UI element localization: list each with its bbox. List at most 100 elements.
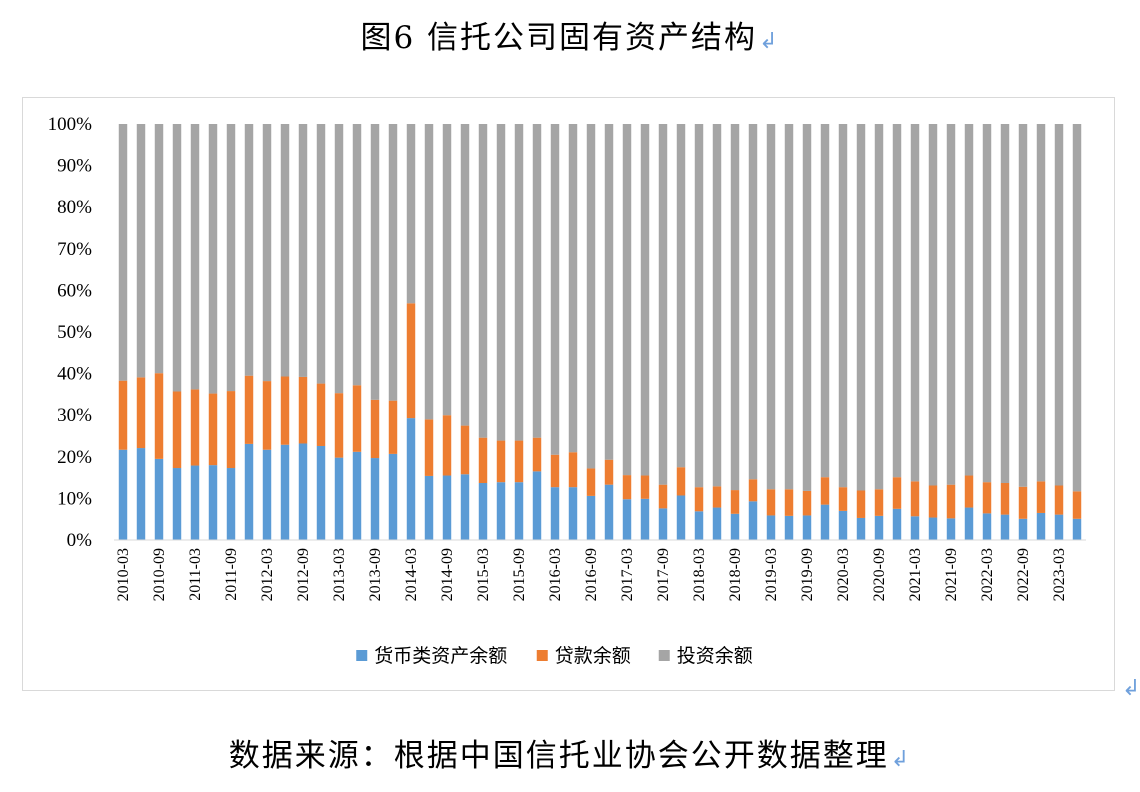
return-mark-icon-source: ↲ xyxy=(890,747,912,772)
bar-segment-money xyxy=(388,453,398,540)
bar-segment-money xyxy=(604,484,614,540)
y-tick-label: 80% xyxy=(57,197,92,218)
bar-segment-loan xyxy=(1018,486,1028,519)
bar-segment-loan xyxy=(190,389,200,466)
bar-segment-loan xyxy=(262,381,272,450)
x-tick-label: 2015-03 xyxy=(475,548,492,601)
bar-segment-money xyxy=(748,501,758,540)
bar-segment-money xyxy=(316,445,326,540)
bar-segment-loan xyxy=(514,440,524,483)
bar-segment-invest xyxy=(802,124,812,491)
bar-segment-money xyxy=(820,504,830,540)
y-tick-label: 60% xyxy=(57,280,92,301)
bar-segment-loan xyxy=(640,475,650,499)
bar-segment-loan xyxy=(298,376,308,444)
bar-segment-money xyxy=(136,448,146,540)
bar-segment-loan xyxy=(802,490,812,516)
bar-segment-invest xyxy=(1018,124,1028,487)
bar-segment-invest xyxy=(172,124,182,392)
bar-segment-loan xyxy=(478,437,488,484)
bar-segment-invest xyxy=(496,124,506,441)
y-tick-label: 10% xyxy=(57,488,92,509)
legend-swatch xyxy=(658,650,670,661)
bar-segment-invest xyxy=(442,124,452,416)
bar-segment-money xyxy=(496,482,506,540)
bar-segment-loan xyxy=(370,399,380,459)
bar-segment-loan xyxy=(820,477,830,505)
bar-segment-money xyxy=(226,468,236,540)
bar-segment-money xyxy=(802,515,812,540)
x-tick-label: 2013-09 xyxy=(367,548,384,601)
bar-segment-invest xyxy=(244,124,254,376)
y-tick-label: 0% xyxy=(67,530,93,551)
y-axis: 0% 10% 20% 30% 40% 50% 60% 70% 80% 90% 100% xyxy=(48,114,93,551)
bar-segment-invest xyxy=(478,124,488,438)
bar-segment-money xyxy=(910,516,920,540)
bar-segment-loan xyxy=(1000,483,1010,515)
bar-segment-invest xyxy=(676,124,686,468)
bar-segment-money xyxy=(1072,518,1082,540)
bar-segment-loan xyxy=(226,391,236,469)
bar-segment-loan xyxy=(568,452,578,488)
bar-segment-money xyxy=(262,449,272,540)
bar-segment-invest xyxy=(532,124,542,438)
x-tick-label: 2013-03 xyxy=(331,548,348,601)
bar-segment-money xyxy=(550,487,560,540)
bar-segment-money xyxy=(172,468,182,540)
bar-segment-loan xyxy=(856,490,866,518)
x-tick-label: 2017-03 xyxy=(619,548,636,601)
bar-segment-money xyxy=(424,475,434,540)
bar-segment-loan xyxy=(208,393,218,466)
data-source-note: 数据来源：根据中国信托业协会公开数据整理↲ xyxy=(0,730,1140,775)
bar-segment-money xyxy=(118,449,128,540)
bar-segment-invest xyxy=(280,124,290,377)
bar-segment-invest xyxy=(838,124,848,488)
bar-segment-money xyxy=(1000,514,1010,540)
data-source-text: 数据来源：根据中国信托业协会公开数据整理 xyxy=(228,738,889,774)
legend: 货币类资产余额 贷款余额 投资余额 xyxy=(356,645,753,667)
bar-segment-loan xyxy=(352,385,362,452)
return-mark-icon: ↲ xyxy=(759,29,780,54)
bar-segment-invest xyxy=(298,124,308,377)
bar-segment-invest xyxy=(766,124,776,490)
x-tick-label: 2011-09 xyxy=(223,548,240,601)
bar-segment-invest xyxy=(568,124,578,453)
bar-segment-invest xyxy=(874,124,884,490)
bar-segment-money xyxy=(280,444,290,540)
bar-segment-money xyxy=(676,495,686,540)
legend-label: 投资余额 xyxy=(677,645,753,667)
bar-segment-money xyxy=(712,507,722,540)
bar-segment-invest xyxy=(388,124,398,401)
bar-segment-money xyxy=(514,482,524,540)
stacked-bar-chart: 0% 10% 20% 30% 40% 50% 60% 70% 80% 90% 100% 2010-0… xyxy=(48,114,1086,667)
bar-segment-money xyxy=(460,474,470,540)
bar-series xyxy=(118,124,1082,540)
bar-segment-loan xyxy=(550,454,560,488)
bar-segment-money xyxy=(568,487,578,540)
bar-segment-loan xyxy=(388,400,398,454)
bar-segment-loan xyxy=(334,393,344,458)
bar-segment-loan xyxy=(172,391,182,469)
bar-segment-loan xyxy=(730,490,740,514)
bar-segment-loan xyxy=(532,437,542,472)
x-tick-label: 2014-03 xyxy=(403,548,420,601)
bar-segment-loan xyxy=(586,468,596,496)
bar-segment-money xyxy=(892,508,902,540)
bar-segment-loan xyxy=(694,487,704,512)
bar-segment-invest xyxy=(586,124,596,469)
bar-segment-invest xyxy=(1072,124,1082,492)
x-tick-label: 2016-03 xyxy=(547,548,564,601)
bar-segment-invest xyxy=(640,124,650,476)
y-tick-label: 90% xyxy=(57,156,92,177)
bar-segment-money xyxy=(622,499,632,540)
x-tick-label: 2010-03 xyxy=(115,548,132,601)
bar-segment-loan xyxy=(712,486,722,508)
bar-segment-money xyxy=(784,515,794,540)
bar-segment-loan xyxy=(118,380,128,450)
bar-segment-money xyxy=(208,465,218,540)
bar-segment-invest xyxy=(370,124,380,400)
bar-segment-invest xyxy=(424,124,434,420)
chart-frame xyxy=(22,97,1115,691)
legend-swatch xyxy=(356,650,368,661)
x-tick-label: 2012-09 xyxy=(295,548,312,601)
